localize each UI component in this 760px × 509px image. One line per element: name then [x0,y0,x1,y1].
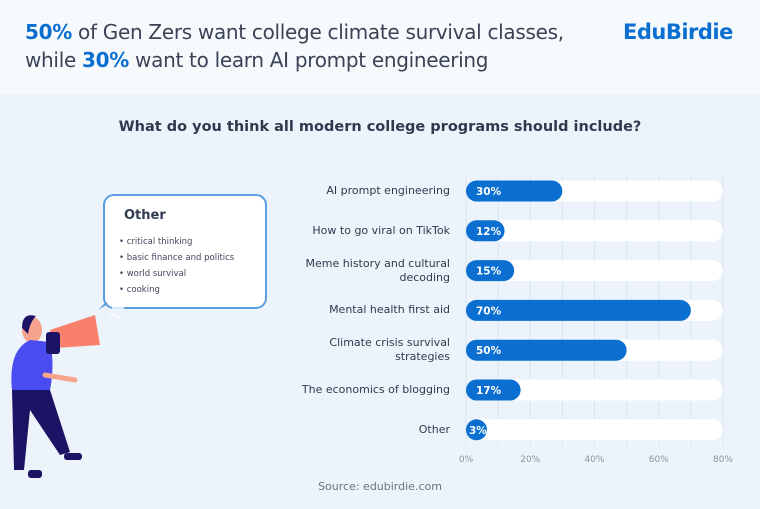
bar-track [466,379,723,401]
headline-text-2a: while [25,48,83,72]
bar [466,220,505,242]
bar-track [466,220,723,242]
x-tick-label: 0% [459,455,474,465]
category-label: Mental health first aid [329,303,450,317]
category-label: How to go viral on TikTok [312,223,450,237]
bar-value-label: 17% [476,385,502,397]
bar-value-label: 3% [469,425,487,437]
callout-item: cooking [119,282,234,298]
category-label: Climate crisis survival strategies [329,336,450,364]
callout-item: basic finance and politics [119,250,235,266]
bar-value-label: 12% [476,226,502,238]
x-tick-label: 60% [649,455,669,465]
bar-value-label: 50% [476,345,502,357]
other-callout-bubble: Other critical thinking basic finance an… [103,194,267,309]
x-tick-label: 20% [520,455,540,465]
bar [466,299,691,321]
headline-text-2b: want to learn AI prompt engineering [129,48,489,72]
bar-value-label: 70% [476,305,502,317]
callout-item: world survival [119,266,234,282]
bar-value-label: 30% [476,186,502,198]
category-label: Other [418,422,450,436]
headline-text-1: of Gen Zers want college climate surviva… [71,20,564,44]
bar [466,180,563,202]
x-tick-label: 80% [713,455,733,465]
category-label: Meme history and cultural decoding [305,256,450,284]
callout-list: critical thinking basic finance and poli… [119,234,235,298]
source-note: Source: edubirdie.com [318,480,442,493]
header-banner: 50% of Gen Zers want college climate sur… [0,0,760,94]
bar-value-label: 15% [476,266,502,278]
x-tick-label: 40% [584,455,604,465]
bar [466,419,487,441]
edubirdie-logo: EduBirdie [623,20,733,44]
bar-track [466,419,723,441]
bar-track [466,260,723,282]
category-label: The economics of blogging [301,383,450,396]
bar [466,260,515,282]
callout-item: critical thinking [119,234,234,250]
headline-stat-2: 30% [82,48,129,72]
headline: 50% of Gen Zers want college climate sur… [25,18,564,74]
bar [466,339,627,361]
category-label: AI prompt engineering [326,184,450,197]
chart-title: What do you think all modern college pro… [118,119,642,135]
bar [466,379,521,401]
callout-title: Other [124,208,166,223]
headline-stat-1: 50% [25,20,72,44]
megaphone-person-illustration [11,297,124,478]
